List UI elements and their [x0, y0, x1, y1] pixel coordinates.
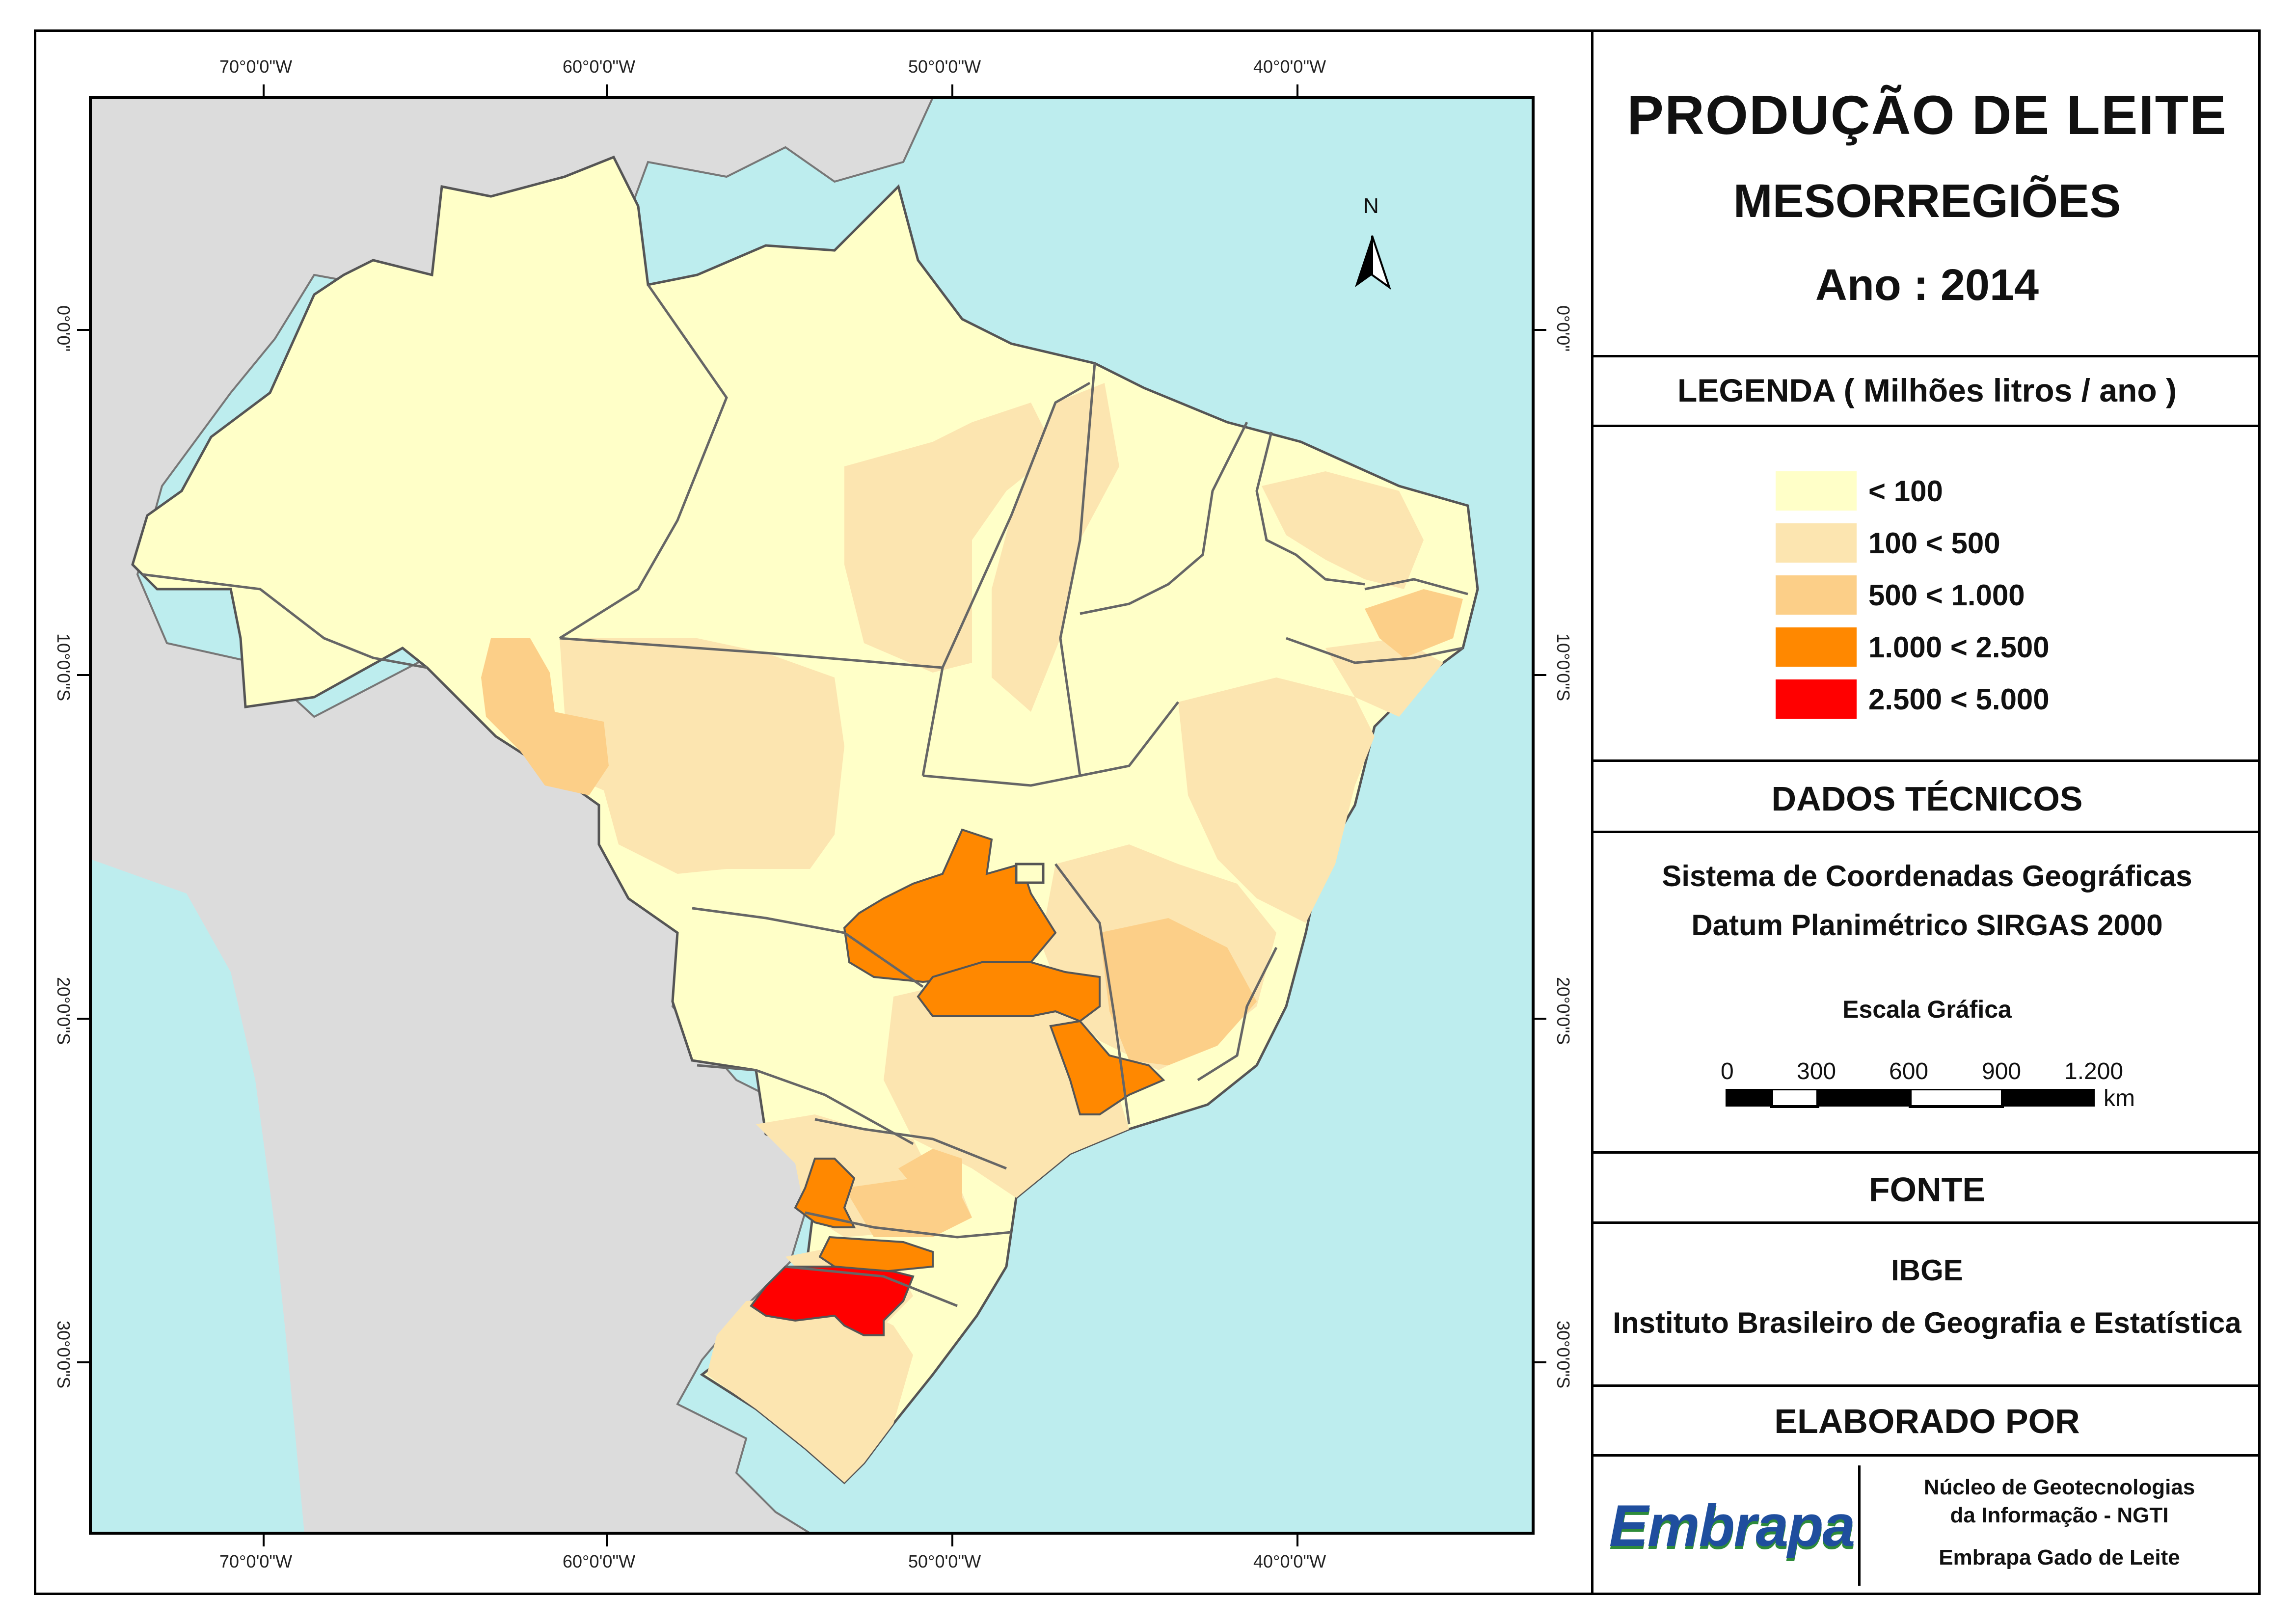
legend-item-5: 2.500 < 5.000 [1776, 679, 2050, 719]
lon-label-top-2: 60°0'0"W [563, 56, 636, 77]
credit-ngti-1: Núcleo de Geotecnologias [1923, 1475, 2195, 1499]
legend-item-1: < 100 [1776, 471, 1943, 511]
scale-bar [1726, 1089, 2095, 1108]
credit-gado-leite: Embrapa Gado de Leite [1939, 1545, 2180, 1570]
panel-divider [1591, 29, 1593, 1595]
legend-item-2: 100 < 500 [1776, 523, 2000, 563]
federal-district [1015, 863, 1045, 884]
divider-4 [1593, 831, 2261, 833]
embrapa-logo-text: Embrapa [1609, 1492, 1856, 1559]
scale-tick-600: 600 [1889, 1058, 1929, 1084]
legend-item-4: 1.000 < 2.500 [1776, 627, 2050, 667]
lat-label-right-4: 30°0'0"S [1553, 1321, 1573, 1389]
divider-3 [1593, 759, 2261, 762]
lat-label-left-4: 30°0'0"S [54, 1321, 74, 1389]
legend-item-3: 500 < 1.000 [1776, 575, 2025, 615]
legend-label-1: < 100 [1868, 474, 1943, 508]
scale-tick-1200: 1.200 [2064, 1058, 2124, 1084]
map-frame [34, 29, 2261, 1595]
lon-label-bottom-2: 60°0'0"W [563, 1551, 636, 1571]
lat-label-right-2: 10°0'0"S [1553, 633, 1573, 702]
legend-heading: LEGENDA ( Milhões litros / ano ) [1677, 372, 2177, 408]
divider-2 [1593, 425, 2261, 427]
class-2500-5000 [750, 1266, 915, 1336]
scale-tick-900: 900 [1982, 1058, 2022, 1084]
class-500-1000 [481, 589, 1463, 1237]
lat-label-left-3: 20°0'0"S [54, 977, 74, 1045]
atlantic-south [835, 1227, 1533, 1533]
lon-label-top-4: 40°0'0"W [1253, 56, 1326, 77]
elaborado-heading: ELABORADO POR [1774, 1402, 2080, 1440]
scale-tick-300: 300 [1797, 1058, 1836, 1084]
north-arrow-icon [1355, 235, 1391, 290]
lon-label-top-3: 50°0'0"W [908, 56, 981, 77]
map-border [89, 96, 1535, 1535]
scale-title: Escala Gráfica [1842, 996, 2012, 1023]
legend-label-3: 500 < 1.000 [1868, 578, 2025, 612]
scale-unit: km [2104, 1085, 2135, 1111]
legend-label-2: 100 < 500 [1868, 526, 2000, 560]
pacific-ocean [90, 859, 304, 1533]
coord-system-text: Sistema de Coordenadas Geográficas [1662, 860, 2192, 893]
legend-label-4: 1.000 < 2.500 [1868, 630, 2050, 664]
graticule-ticks [77, 84, 1546, 1546]
subtitle-year: Ano : 2014 [1815, 261, 2039, 310]
north-label: N [1363, 194, 1379, 218]
legend-swatch-4 [1776, 627, 1857, 667]
lat-label-right-1: 0°0'0" [1553, 305, 1573, 352]
datum-text: Datum Planimétrico SIRGAS 2000 [1691, 909, 2163, 942]
fonte-instituto: Instituto Brasileiro de Geografia e Esta… [1613, 1306, 2241, 1339]
lon-label-bottom-1: 70°0'0"W [219, 1551, 293, 1571]
lon-label-bottom-3: 50°0'0"W [908, 1551, 981, 1571]
credit-ngti-2: da Informação - NGTI [1950, 1503, 2169, 1527]
fonte-ibge: IBGE [1891, 1254, 1963, 1287]
class-1000-2500 [794, 828, 1165, 1273]
legend-swatch-2 [1776, 523, 1857, 563]
divider-5 [1593, 1151, 2261, 1154]
lon-label-bottom-4: 40°0'0"W [1253, 1551, 1326, 1571]
embrapa-logo: Embrapa [1605, 1465, 1861, 1586]
scale-tick-0: 0 [1721, 1058, 1734, 1084]
lon-label-top-1: 70°0'0"W [219, 56, 293, 77]
legend-swatch-3 [1776, 575, 1857, 615]
state-borders [142, 284, 1468, 1307]
dados-tecnicos-heading: DADOS TÉCNICOS [1771, 780, 2083, 818]
divider-1 [1593, 355, 2261, 357]
legend-swatch-1 [1776, 471, 1857, 511]
divider-8 [1593, 1454, 2261, 1457]
fonte-heading: FONTE [1868, 1170, 1986, 1209]
lat-label-left-1: 0°0'0" [54, 305, 74, 352]
lat-label-right-3: 20°0'0"S [1553, 977, 1573, 1045]
divider-7 [1593, 1384, 2261, 1387]
divider-6 [1593, 1221, 2261, 1224]
lat-label-left-2: 10°0'0"S [54, 633, 74, 702]
main-title: PRODUÇÃO DE LEITE [1627, 84, 2227, 146]
subtitle-mesorregioes: MESORREGIÕES [1733, 175, 2121, 227]
legend-swatch-5 [1776, 679, 1857, 719]
class-100-500 [560, 383, 1443, 1483]
legend-label-5: 2.500 < 5.000 [1868, 682, 2050, 716]
